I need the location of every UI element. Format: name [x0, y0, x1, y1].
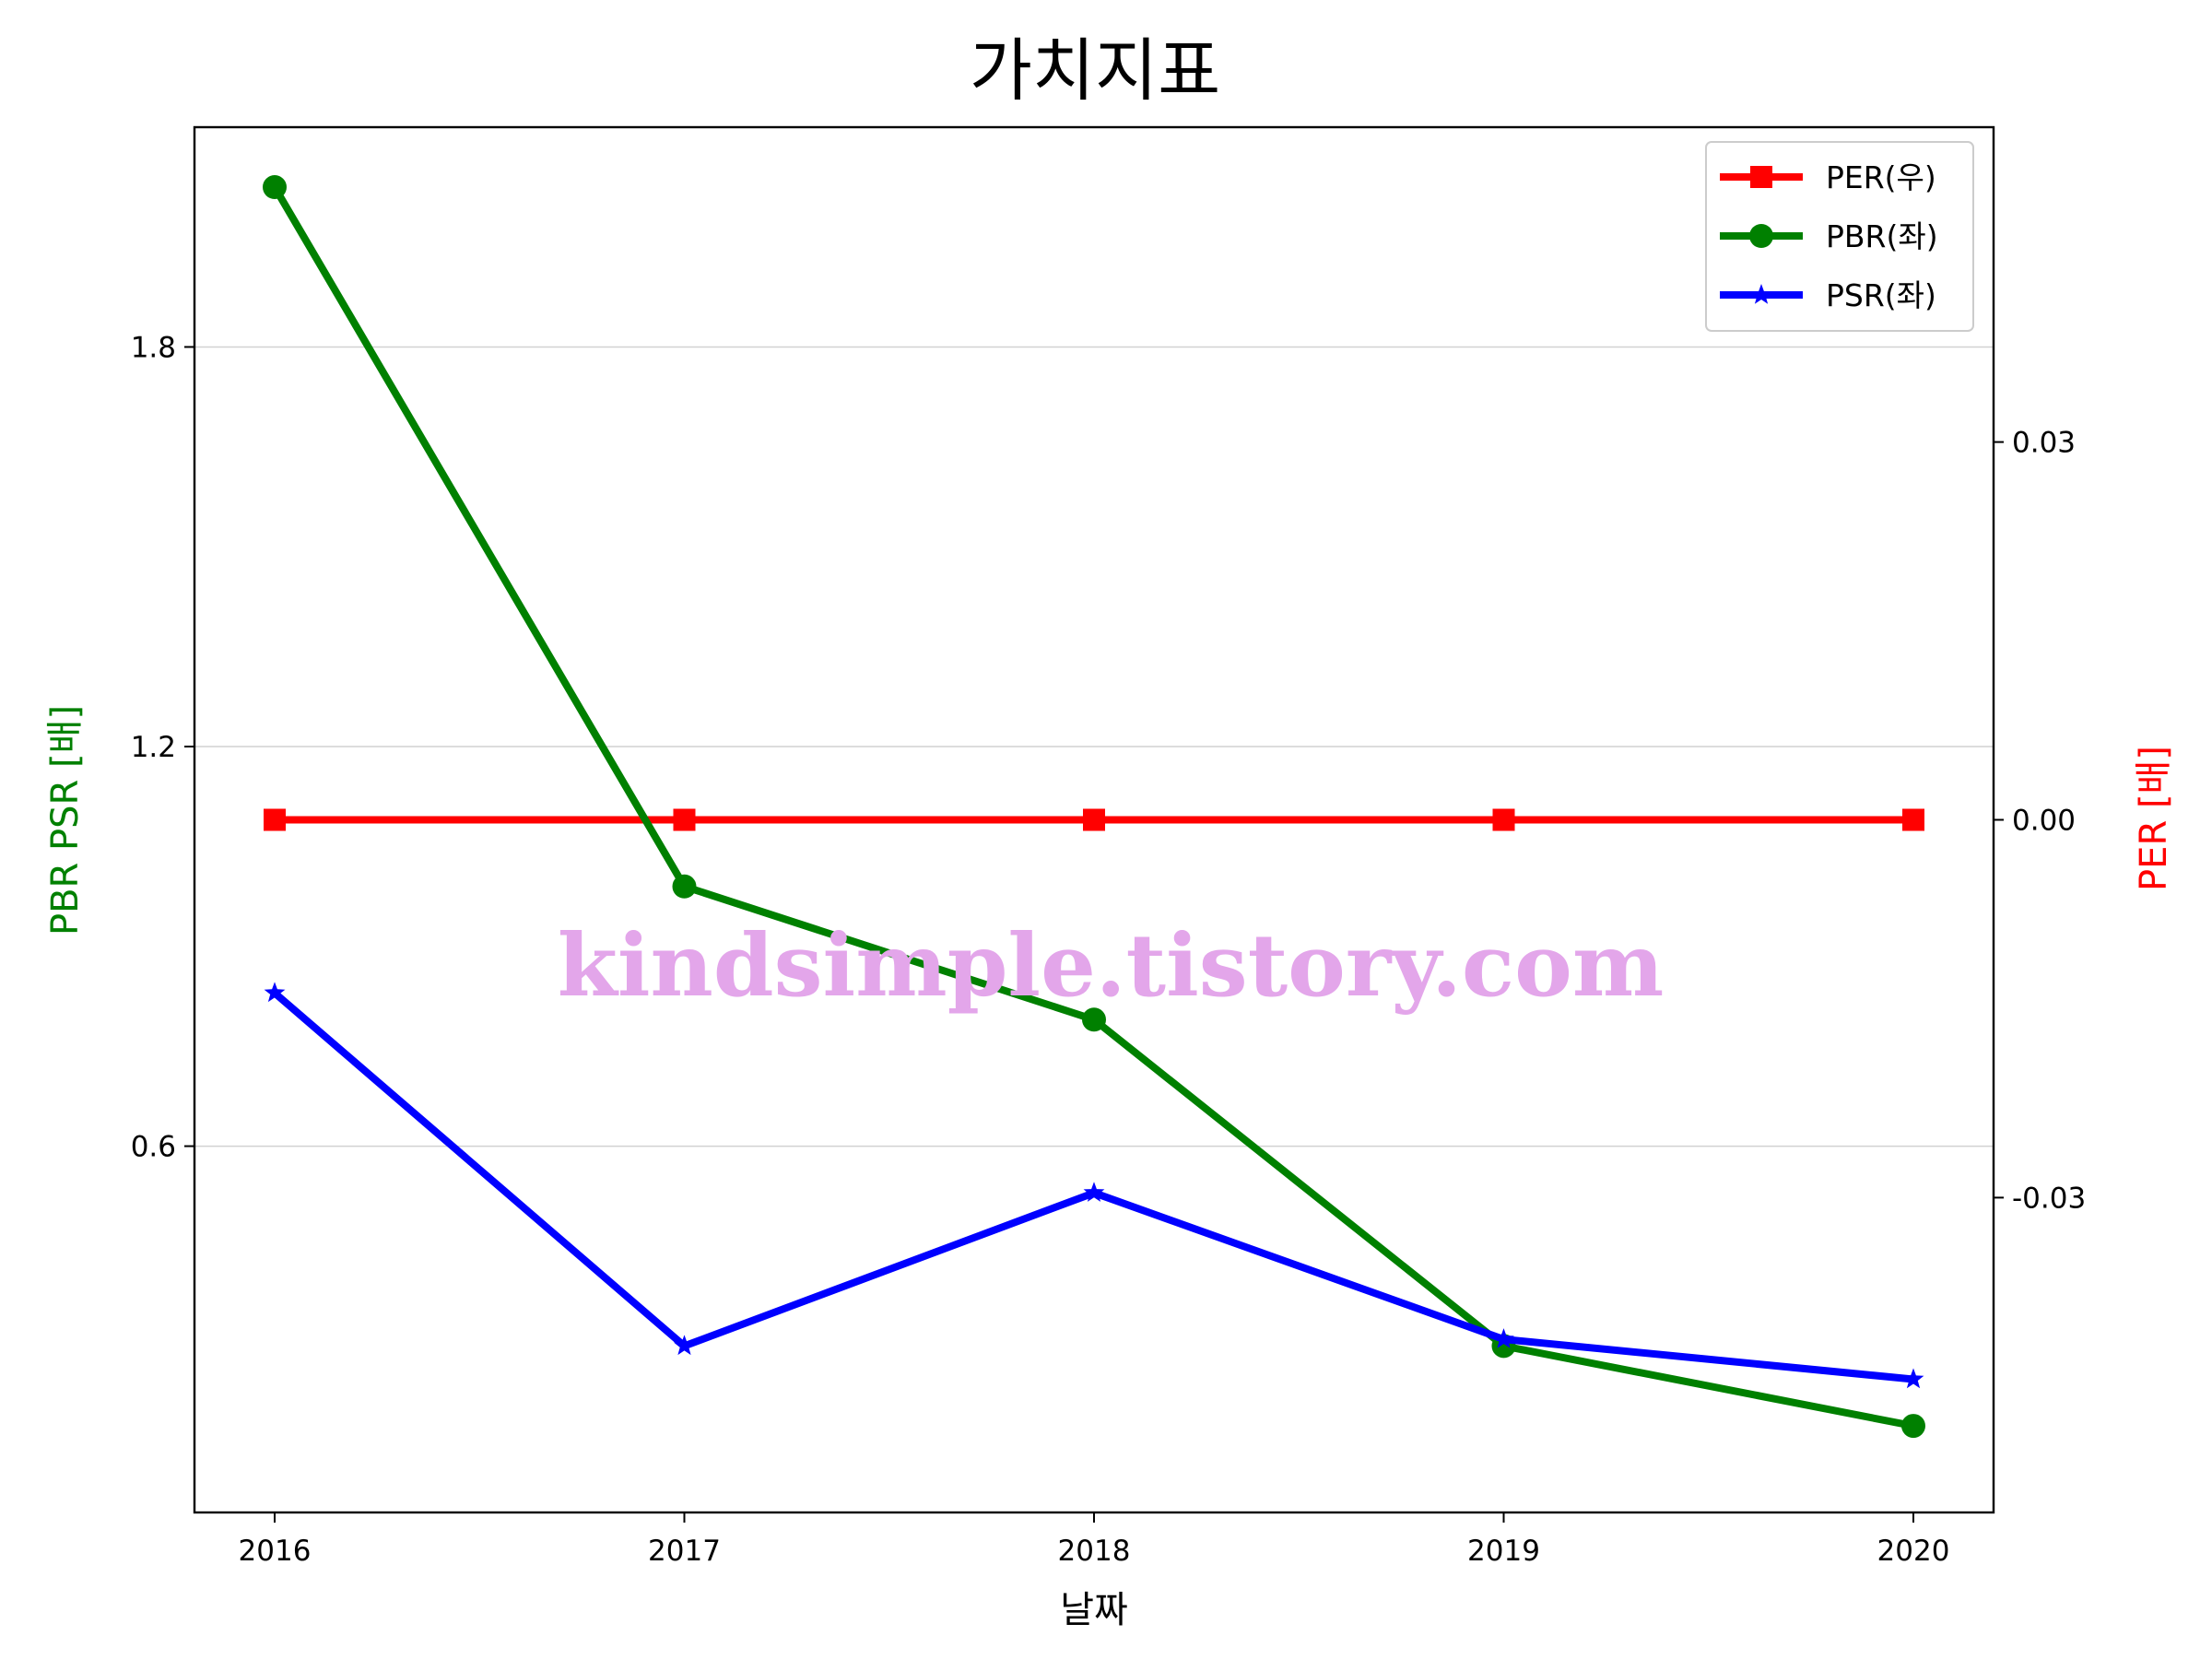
left-tick-label-1: 1.2 [131, 731, 176, 764]
series-layer [263, 175, 1925, 1439]
point-2-2 [1083, 1182, 1105, 1202]
right-axis-title: PER [배] [2133, 746, 2175, 891]
point-1-0 [263, 175, 287, 200]
legend-box [1705, 141, 1974, 332]
left-tick-label-2: 1.8 [131, 331, 176, 364]
legend-label-2: PSR(좌) [1826, 277, 1936, 313]
point-1-2 [1082, 1007, 1106, 1032]
legend-label-0: PER(우) [1826, 159, 1936, 195]
left-tick-label-0: 0.6 [131, 1131, 176, 1164]
point-1-1 [672, 874, 697, 899]
left-axis-title: PBR PSR [배] [44, 705, 87, 935]
axis-layer: 0.6 1.2 1.8 -0.03 0.00 0.03 2016 2017 2018 2019 20… [131, 331, 2087, 1568]
x-tick-label-0: 2016 [239, 1535, 312, 1568]
point-2-0 [264, 982, 286, 1003]
legend-swatch-marker-1 [1749, 224, 1773, 248]
right-tick-label-2: 0.03 [2012, 427, 2076, 460]
x-tick-label-1: 2017 [648, 1535, 721, 1568]
series-0 [264, 808, 1924, 831]
point-2-1 [674, 1335, 695, 1356]
point-0-2 [1083, 808, 1105, 831]
point-2-4 [1902, 1368, 1924, 1389]
grid-lines [194, 346, 1994, 1147]
chart-title: 가치지표 [970, 31, 1220, 111]
legend-swatch-marker-0 [1750, 166, 1772, 188]
series-2 [264, 982, 1924, 1389]
x-tick-label-4: 2020 [1877, 1535, 1950, 1568]
legend-swatch-marker-2 [1750, 284, 1772, 304]
point-0-0 [264, 808, 286, 831]
right-tick-label-0: -0.03 [2012, 1182, 2086, 1215]
point-0-4 [1902, 808, 1924, 831]
point-0-1 [673, 808, 696, 831]
point-2-3 [1493, 1328, 1514, 1348]
point-0-3 [1492, 808, 1515, 831]
legend: PER(우) PBR(좌) PSR(좌) [1705, 141, 1974, 332]
point-1-4 [1901, 1414, 1925, 1439]
x-axis-title: 날짜 [1060, 1589, 1128, 1631]
x-tick-label-3: 2019 [1467, 1535, 1540, 1568]
legend-label-1: PBR(좌) [1826, 218, 1938, 254]
watermark-text: kindsimple.tistory.com [558, 915, 1665, 1017]
right-tick-label-1: 0.00 [2012, 805, 2076, 838]
x-tick-label-2: 2018 [1058, 1535, 1131, 1568]
